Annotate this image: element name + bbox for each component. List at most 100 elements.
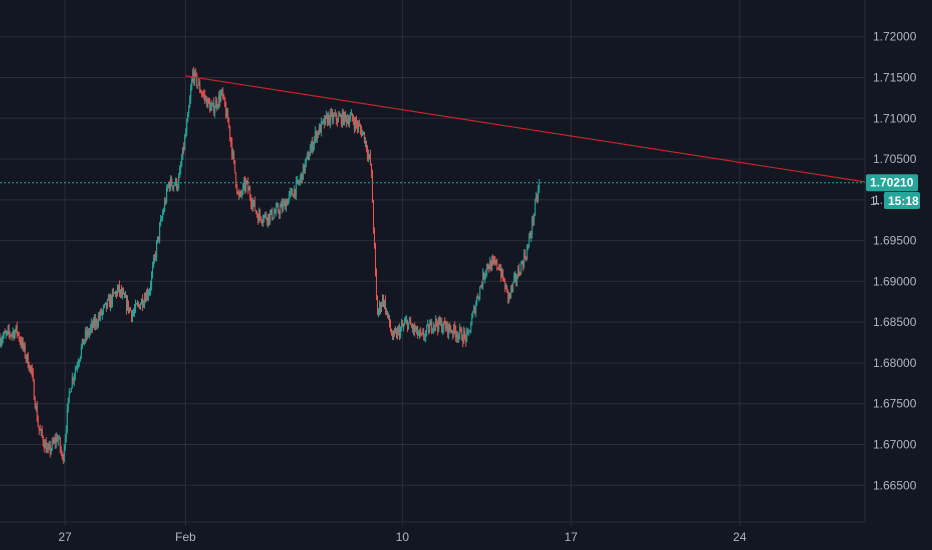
- candle-body: [515, 274, 517, 281]
- candle-body: [430, 321, 432, 326]
- candle-body: [156, 242, 158, 258]
- candle-body: [136, 303, 138, 305]
- candle-body: [394, 331, 396, 333]
- candle-body: [207, 98, 209, 108]
- candle-body: [247, 181, 249, 191]
- candle-body: [392, 334, 394, 339]
- candle-body: [228, 122, 230, 126]
- candle-body: [58, 437, 60, 439]
- candle-body: [283, 201, 285, 204]
- candle-body: [316, 131, 318, 140]
- candle-body: [462, 340, 464, 343]
- candle-body: [56, 437, 58, 442]
- candle-body: [133, 312, 135, 315]
- candle-body: [34, 399, 36, 408]
- candle-body: [227, 110, 229, 123]
- candle-body: [432, 330, 434, 332]
- candle-body: [154, 255, 156, 259]
- candle-body: [518, 268, 520, 275]
- candle-body: [233, 151, 235, 161]
- time-tick-label: 24: [733, 530, 747, 544]
- candle-body: [292, 194, 294, 198]
- candle-body: [364, 140, 366, 143]
- candle-body: [453, 324, 455, 335]
- candle-body: [100, 310, 102, 315]
- candle-body: [466, 331, 468, 342]
- candle-body: [168, 182, 170, 188]
- candle-body: [0, 338, 1, 346]
- price-tick-label: 1.69000: [873, 274, 917, 288]
- candle-body: [375, 270, 377, 298]
- candle-body: [66, 408, 68, 430]
- candle-body: [314, 131, 316, 139]
- candle-body: [80, 346, 82, 357]
- time-axis[interactable]: 27 Feb 10 17 24: [58, 522, 747, 544]
- candle-body: [196, 74, 198, 86]
- candle-body: [19, 339, 21, 342]
- candle-body: [202, 94, 204, 96]
- candle-body: [213, 102, 215, 114]
- candle-body: [398, 328, 400, 330]
- candle-body: [440, 321, 442, 324]
- candle-body: [489, 261, 491, 269]
- candle-body: [188, 107, 190, 114]
- candle-body: [521, 262, 523, 264]
- candle-body: [326, 115, 328, 124]
- candle-body: [25, 356, 27, 359]
- candle-body: [304, 162, 306, 172]
- candle-body: [294, 189, 296, 196]
- candle-body: [255, 210, 257, 213]
- candle-body: [438, 317, 440, 330]
- candle-body: [211, 105, 213, 107]
- candle-body: [476, 296, 478, 305]
- candle-body: [537, 189, 539, 199]
- candle-body: [502, 269, 504, 280]
- candle-body: [488, 267, 490, 269]
- candle-body: [361, 132, 363, 136]
- candle-body: [456, 335, 458, 338]
- candle-body: [222, 89, 224, 97]
- candle-body: [298, 182, 300, 184]
- candle-body: [449, 324, 451, 330]
- candle-body: [351, 113, 353, 119]
- candle-body: [467, 330, 469, 332]
- candle-body: [226, 110, 228, 117]
- candle-body: [356, 124, 358, 129]
- candle-body: [423, 332, 425, 338]
- price-tick-label: 1.66500: [873, 478, 917, 492]
- candle-body: [401, 324, 403, 329]
- candle-body: [23, 344, 25, 348]
- candle-body: [429, 325, 431, 333]
- candle-body: [26, 354, 28, 359]
- candle-body: [452, 331, 454, 335]
- candle-body: [62, 455, 64, 461]
- candle-body: [237, 192, 239, 194]
- candle-body: [35, 406, 37, 408]
- candle-body: [215, 100, 217, 109]
- candle-body: [7, 329, 9, 332]
- candle-body: [257, 215, 259, 223]
- candle-body: [145, 297, 147, 302]
- candle-body: [53, 439, 55, 443]
- trendline[interactable]: [185, 75, 866, 183]
- candle-body: [358, 124, 360, 126]
- candle-body: [469, 330, 471, 332]
- candle-body: [39, 429, 41, 431]
- candle-body: [486, 264, 488, 272]
- candle-body: [214, 108, 216, 114]
- candle-body: [192, 71, 194, 81]
- candle-body: [445, 324, 447, 330]
- candle-body: [532, 218, 534, 222]
- candle-body: [416, 326, 418, 330]
- candle-body: [536, 196, 538, 199]
- candle-body: [372, 202, 374, 230]
- candle-body: [102, 306, 104, 312]
- candle-body: [293, 189, 295, 198]
- candle-body: [224, 97, 226, 107]
- candle-body: [117, 284, 119, 289]
- candle-body: [75, 367, 77, 371]
- candle-body: [332, 115, 334, 121]
- candle-body: [69, 392, 71, 394]
- candle-body: [288, 193, 290, 199]
